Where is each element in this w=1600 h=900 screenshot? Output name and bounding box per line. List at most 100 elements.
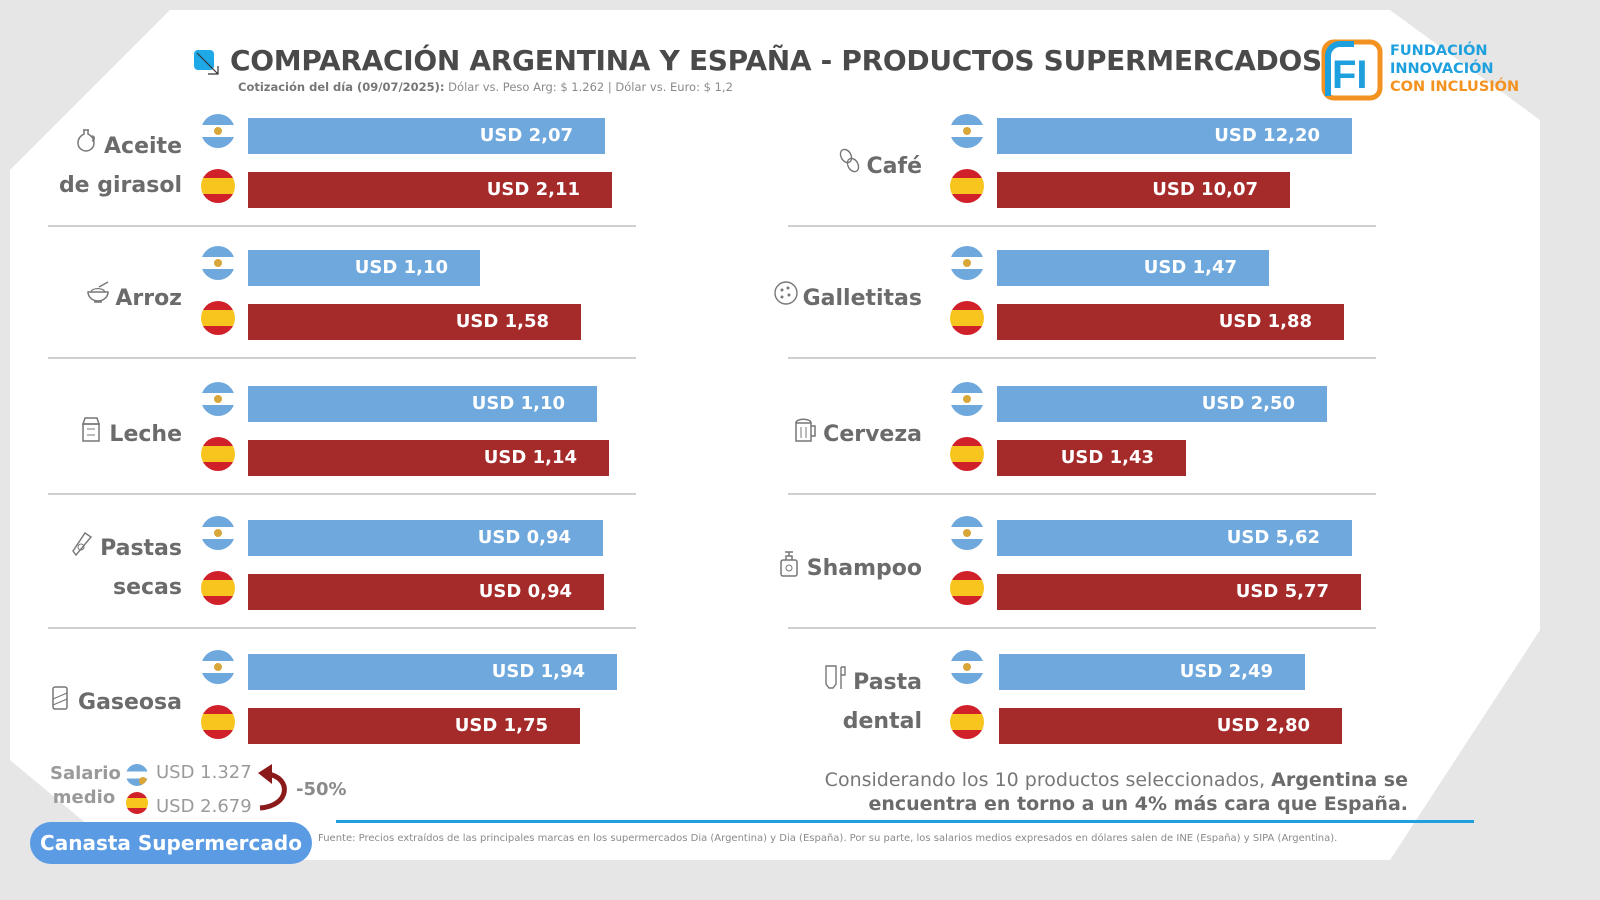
square-arrow-icon <box>194 50 219 75</box>
row-divider <box>788 627 1376 629</box>
bar-value-label: USD 1,88 <box>1218 311 1312 332</box>
spain-flag-icon <box>950 169 984 203</box>
coffee-beans-icon <box>837 146 863 188</box>
argentina-flag-icon <box>201 246 235 280</box>
row-divider <box>48 493 636 495</box>
spain-flag-icon <box>126 792 148 814</box>
bar-value-label: USD 2,49 <box>1179 661 1273 682</box>
argentina-flag-icon <box>950 516 984 550</box>
logo: FI FUNDACIÓN INNOVACIÓN CON INCLUSIÓN <box>1320 38 1550 102</box>
bar-value-label: USD 1,58 <box>455 311 549 332</box>
bar-value-label: USD 2,50 <box>1201 393 1295 414</box>
product-label-text: Gaseosa <box>78 690 182 715</box>
pasta-package-icon <box>70 528 96 570</box>
product-label-first-line: Shampoo <box>777 548 922 590</box>
product-label-first-line: Galletitas <box>773 278 922 320</box>
row-divider <box>788 357 1376 359</box>
product-label-8: Shampoo <box>777 548 922 590</box>
row-divider <box>48 357 636 359</box>
row-divider <box>48 225 636 227</box>
bar-value-label: USD 1,75 <box>454 715 548 736</box>
footer-divider <box>336 820 1474 823</box>
product-label-first-line: Pasta <box>823 662 922 704</box>
product-label-first-line: Aceite <box>59 126 182 168</box>
spain-flag-icon <box>950 437 984 471</box>
logo-line-2: INNOVACIÓN <box>1390 61 1494 77</box>
logo-line-1: FUNDACIÓN <box>1390 43 1488 59</box>
product-label-line: de girasol <box>58 173 182 198</box>
product-label-line: dental <box>842 709 922 734</box>
bar-value-label: USD 2,11 <box>486 179 580 200</box>
argentina-flag-icon <box>201 382 235 416</box>
product-label-first-line: Leche <box>79 414 182 456</box>
rice-bowl-icon <box>85 278 111 320</box>
product-label-text: Cerveza <box>823 422 922 447</box>
source-text: Fuente: Precios extraídos de las princip… <box>318 833 1338 844</box>
milk-carton-icon <box>79 414 105 456</box>
bar-espana: USD 1,75 <box>248 708 580 744</box>
spain-flag-icon <box>950 301 984 335</box>
product-label-1: Arroz <box>85 278 182 320</box>
argentina-flag-icon <box>950 650 984 684</box>
argentina-flag-icon <box>201 114 235 148</box>
conclusion-bold: Argentina se encuentra en torno a un 4% … <box>868 769 1408 815</box>
spain-flag-icon <box>201 169 235 203</box>
salary-label: Salario medio <box>50 762 121 810</box>
product-label-first-line: Pastas <box>70 528 182 570</box>
bar-value-label: USD 1,47 <box>1143 257 1237 278</box>
product-label-0: Aceite de girasol <box>59 126 182 204</box>
bar-value-label: USD 12,20 <box>1214 125 1320 146</box>
bar-value-label: USD 0,94 <box>477 527 571 548</box>
spain-flag-icon <box>201 705 235 739</box>
product-label-text: Café <box>866 154 922 179</box>
product-label-3: Pastas secas <box>70 528 182 606</box>
soda-can-icon <box>48 682 74 724</box>
conclusion-text: Considerando los 10 productos selecciona… <box>758 768 1408 816</box>
bar-espana: USD 0,94 <box>248 574 604 610</box>
bar-espana: USD 1,58 <box>248 304 581 340</box>
bar-value-label: USD 1,14 <box>483 447 577 468</box>
product-label-9: Pasta dental <box>823 662 922 740</box>
salary-label-line-1: Salario <box>50 763 121 784</box>
canasta-supermercado-button[interactable]: Canasta Supermercado <box>30 822 312 864</box>
spain-flag-icon <box>201 301 235 335</box>
spain-flag-icon <box>201 437 235 471</box>
curved-arrow-icon <box>258 764 287 811</box>
spain-flag-icon <box>950 571 984 605</box>
product-label-text: Aceite <box>104 134 182 159</box>
conclusion-normal: Considerando los 10 productos selecciona… <box>824 769 1272 791</box>
argentina-flag-icon <box>950 382 984 416</box>
argentina-flag-icon <box>201 516 235 550</box>
argentina-flag-icon <box>201 650 235 684</box>
bar-argentina: USD 12,20 <box>997 118 1352 154</box>
bar-argentina: USD 2,50 <box>997 386 1327 422</box>
bar-value-label: USD 1,10 <box>471 393 565 414</box>
bar-argentina: USD 0,94 <box>248 520 603 556</box>
row-divider <box>788 493 1376 495</box>
bar-argentina: USD 5,62 <box>997 520 1352 556</box>
product-label-4: Gaseosa <box>48 682 182 724</box>
product-label-line: secas <box>113 575 182 600</box>
bar-argentina: USD 2,49 <box>999 654 1305 690</box>
product-label-first-line: Café <box>837 146 922 188</box>
product-label-first-line: Gaseosa <box>48 682 182 724</box>
argentina-flag-icon <box>950 246 984 280</box>
bar-espana: USD 2,11 <box>248 172 612 208</box>
product-label-text: Galletitas <box>802 286 922 311</box>
cookie-icon <box>773 278 799 320</box>
page-title: COMPARACIÓN ARGENTINA Y ESPAÑA - PRODUCT… <box>230 44 1322 77</box>
product-label-text: Pastas <box>100 536 182 561</box>
salary-difference: -50% <box>296 779 347 800</box>
product-label-2: Leche <box>79 414 182 456</box>
bar-argentina: USD 1,94 <box>248 654 617 690</box>
bar-espana: USD 1,14 <box>248 440 609 476</box>
product-label-7: Cerveza <box>793 414 922 456</box>
bar-value-label: USD 5,77 <box>1235 581 1329 602</box>
argentina-flag-icon <box>950 114 984 148</box>
product-label-5: Café <box>837 146 922 188</box>
logo-line-3: CON INCLUSIÓN <box>1390 79 1520 95</box>
product-label-first-line: Arroz <box>85 278 182 320</box>
product-label-text: Arroz <box>115 286 182 311</box>
bar-value-label: USD 2,07 <box>479 125 573 146</box>
bar-argentina: USD 1,10 <box>248 386 597 422</box>
